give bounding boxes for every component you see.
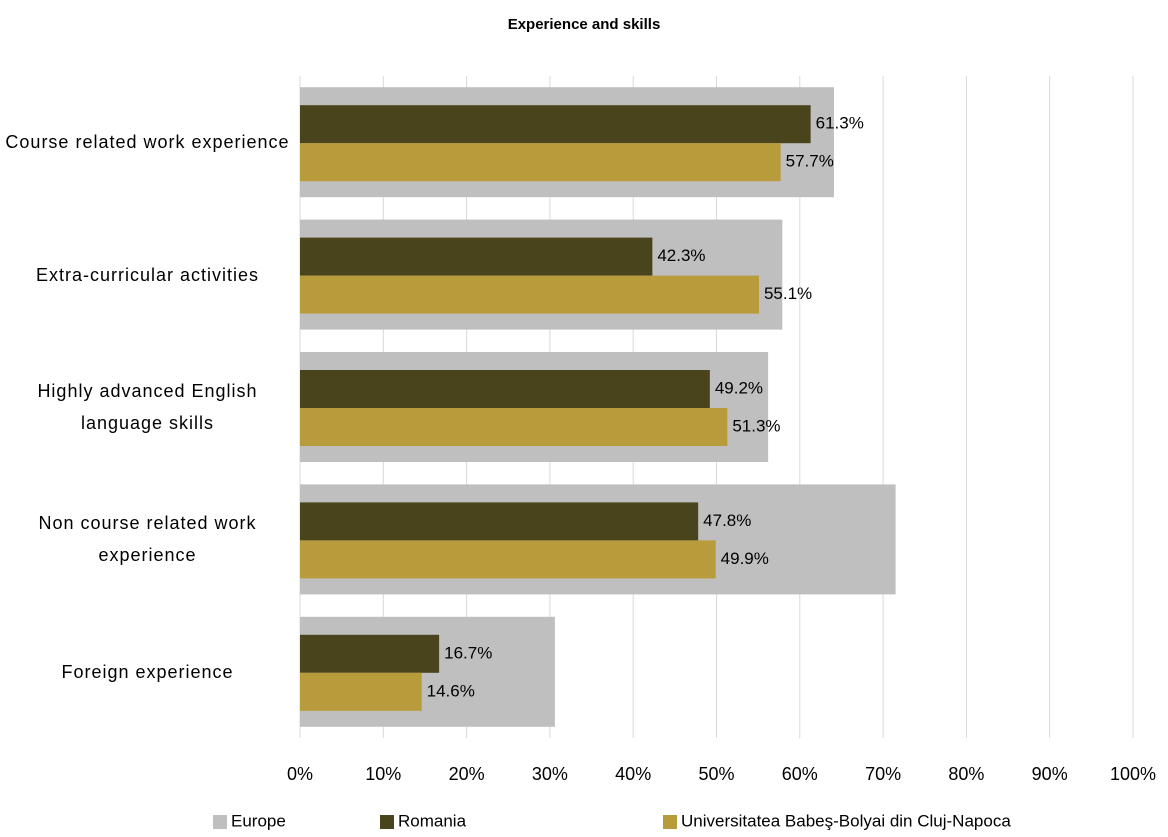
- value-label: 55.1%: [764, 284, 812, 303]
- bar: [300, 143, 781, 182]
- x-tick-label: 20%: [449, 764, 485, 784]
- category-label: Non course related work experience: [38, 513, 257, 566]
- bar: [300, 237, 653, 276]
- value-label: 57.7%: [786, 152, 834, 171]
- bar: [300, 275, 759, 314]
- bar: [300, 540, 716, 579]
- category-label: Highly advanced English language skills: [37, 381, 258, 433]
- value-label: 49.9%: [721, 549, 769, 568]
- legend-label: Europe: [231, 811, 286, 830]
- legend-label: Romania: [398, 811, 467, 830]
- chart-title: Experience and skills: [508, 16, 661, 33]
- x-tick-label: 50%: [698, 764, 734, 784]
- category-label: Foreign experience: [61, 661, 234, 682]
- x-tick-label: 70%: [865, 764, 901, 784]
- value-label: 14.6%: [427, 681, 475, 700]
- value-label: 61.3%: [816, 114, 864, 133]
- bar: [300, 105, 811, 144]
- x-tick-label: 80%: [948, 764, 984, 784]
- value-label: 16.7%: [444, 643, 492, 662]
- legend-swatch: [663, 815, 677, 829]
- legend-swatch: [213, 815, 227, 829]
- legend-swatch: [380, 815, 394, 829]
- x-tick-label: 0%: [287, 764, 313, 784]
- category-label: Course related work experience: [5, 132, 290, 153]
- value-label: 49.2%: [715, 378, 763, 397]
- bar: [300, 672, 422, 711]
- bar: [300, 408, 728, 446]
- x-tick-label: 10%: [365, 764, 401, 784]
- x-tick-label: 90%: [1032, 764, 1068, 784]
- x-tick-label: 40%: [615, 764, 651, 784]
- x-tick-label: 100%: [1110, 764, 1156, 784]
- value-label: 47.8%: [703, 511, 751, 530]
- value-label: 51.3%: [732, 416, 780, 435]
- bar: [300, 370, 710, 408]
- value-label: 42.3%: [657, 246, 705, 265]
- bar: [300, 634, 440, 673]
- legend-label: Universitatea Babeş-Bolyai din Cluj-Napo…: [681, 811, 1011, 830]
- x-tick-label: 30%: [532, 764, 568, 784]
- x-tick-label: 60%: [782, 764, 818, 784]
- category-label: Extra-curricular activities: [35, 264, 260, 285]
- bar: [300, 502, 699, 541]
